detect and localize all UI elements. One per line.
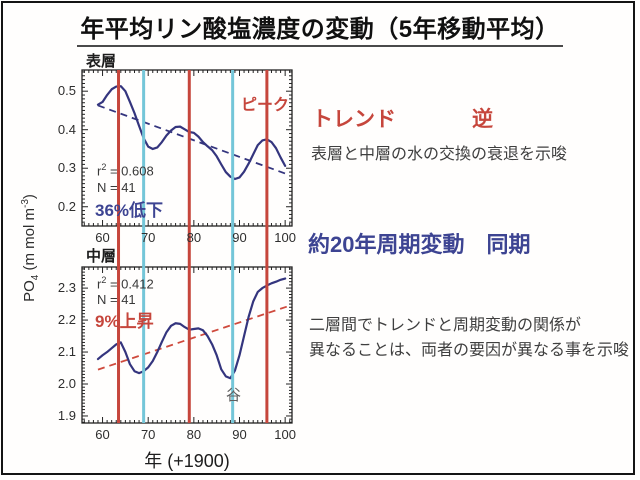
- cycle-heading: 約20年周期変動 同期: [308, 232, 531, 257]
- x-tick-label: 90: [232, 427, 247, 442]
- trend-note: 表層と中層の水の交換の衰退を示唆: [311, 146, 568, 163]
- y-tick-label: 0.4: [57, 121, 76, 137]
- surface-r-squared: r2 = 0.608: [97, 162, 154, 179]
- trend-line: [97, 304, 291, 371]
- x-tick-label: 70: [140, 427, 156, 442]
- trend-line: [97, 104, 291, 177]
- y-tick-label: 2.3: [57, 280, 76, 296]
- x-tick-label: 60: [95, 230, 110, 245]
- y-tick-label: 0.3: [57, 160, 76, 176]
- y-tick-label: 0.5: [57, 83, 76, 99]
- data-curve: [96, 85, 287, 181]
- surface-sample-count: N = 41: [97, 180, 136, 195]
- peak-annotation: ピーク: [241, 97, 290, 114]
- middle-r-squared: r2 = 0.412: [97, 275, 154, 292]
- plot-frame: [81, 266, 293, 424]
- surface-layer-label: 表層: [86, 53, 117, 70]
- x-tick-label: 100: [274, 230, 296, 245]
- x-tick-label: 90: [232, 230, 247, 245]
- reverse-heading: 逆: [472, 108, 493, 131]
- difference-note-line1: 二層間でトレンドと周期変動の関係が: [309, 317, 582, 334]
- y-tick-label: 2.0: [57, 376, 76, 391]
- y-tick-label: 2.1: [57, 344, 76, 360]
- difference-note-line2: 異なることは、両者の要因が異なる事を示唆: [309, 342, 630, 359]
- valley-annotation: 谷: [226, 387, 242, 404]
- x-tick-label: 80: [186, 230, 202, 245]
- page-title: 年平均リン酸塩濃度の変動（5年移動平均）: [0, 9, 640, 47]
- y-tick-label: 0.2: [57, 198, 76, 214]
- x-tick-label: 100: [274, 427, 296, 442]
- plot-frame: [81, 69, 293, 227]
- surface-change-label: 36%低下: [95, 201, 164, 220]
- y-axis-label: PO4 (m mol m-3): [20, 194, 41, 302]
- x-tick-label: 60: [95, 427, 110, 442]
- y-tick-label: 1.9: [57, 407, 76, 423]
- data-curve: [96, 277, 287, 380]
- difference-note: 二層間でトレンドと周期変動の関係が 異なることは、両者の要因が異なる事を示唆: [309, 313, 629, 363]
- middle-layer-label: 中層: [86, 248, 117, 265]
- x-axis-label: 年 (+1900): [144, 451, 230, 471]
- x-tick-label: 70: [140, 230, 156, 245]
- middle-change-label: 9%上昇: [95, 312, 154, 331]
- x-tick-label: 80: [186, 427, 202, 442]
- trend-heading: トレンド: [312, 108, 396, 131]
- middle-sample-count: N = 41: [97, 292, 136, 307]
- y-tick-label: 2.2: [57, 312, 76, 328]
